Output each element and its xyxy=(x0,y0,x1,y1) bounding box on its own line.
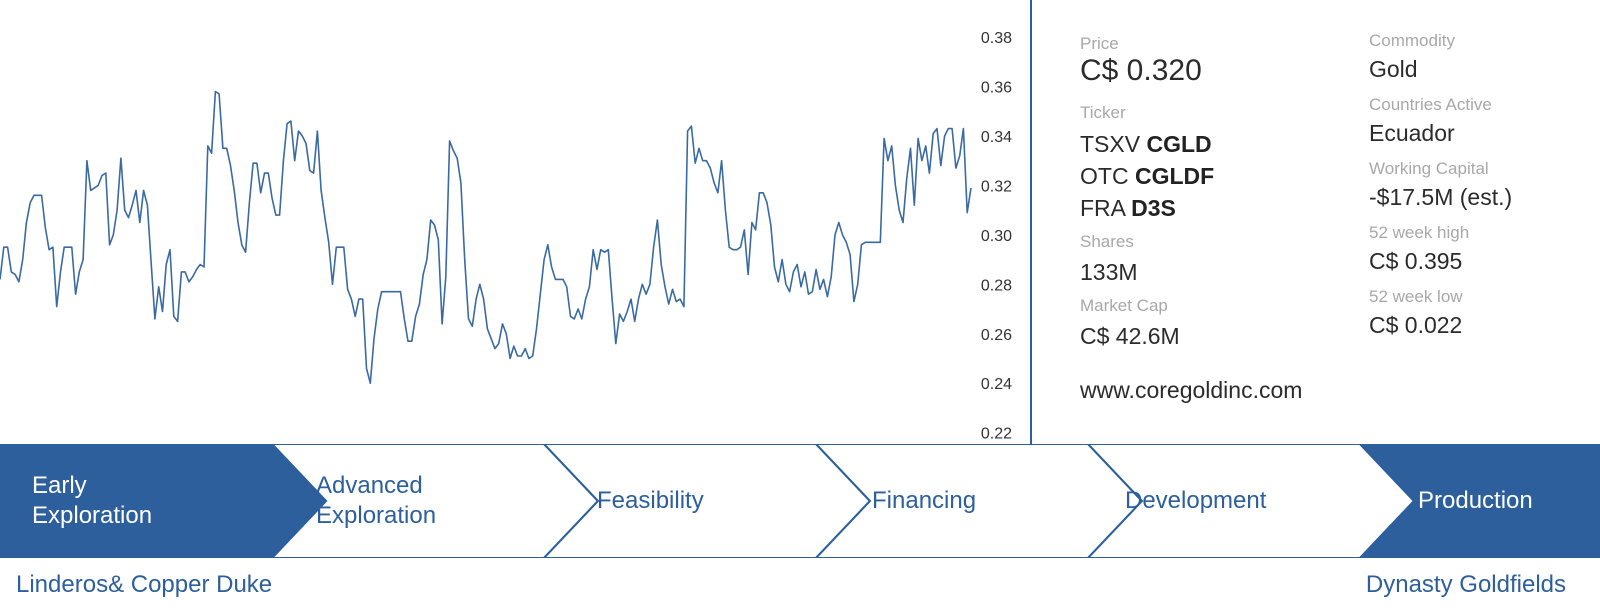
price-chart: 0.38 0.36 0.34 0.32 0.30 0.28 0.26 0.24 0.22 xyxy=(0,0,1030,445)
stage-label-line1: Early xyxy=(32,472,87,499)
countries-label: Countries Active xyxy=(1369,95,1492,114)
ticker-symbol: CGLD xyxy=(1146,131,1212,157)
pipeline-chevron xyxy=(0,444,328,558)
ticker-fra: FRA D3S xyxy=(1080,192,1302,224)
website-link[interactable]: www.coregoldinc.com xyxy=(1080,377,1303,403)
info-column-left: Price C$ 0.320 Ticker TSXV CGLD OTC CGLD… xyxy=(1080,34,1302,404)
stage-feasibility[interactable]: Feasibility xyxy=(597,444,704,558)
working-capital-value: -$17.5M (est.) xyxy=(1369,184,1513,210)
y-tick-label: 0.24 xyxy=(981,376,1012,393)
week-low-value: C$ 0.022 xyxy=(1369,312,1463,338)
price-chart-svg: 0.38 0.36 0.34 0.32 0.30 0.28 0.26 0.24 0.22 xyxy=(0,30,1012,443)
bottom-right-projects: Dynasty Goldfields xyxy=(1365,571,1566,598)
week-high-label: 52 week high xyxy=(1369,223,1470,242)
y-tick-label: 0.32 xyxy=(981,178,1012,195)
vertical-divider xyxy=(1030,0,1032,446)
countries-value: Ecuador xyxy=(1369,120,1455,146)
stage-early-exploration[interactable]: Early Exploration xyxy=(32,444,152,558)
pipeline-chevron xyxy=(542,444,872,558)
ticker-tsxv: TSXV CGLD xyxy=(1080,128,1302,160)
y-tick-label: 0.34 xyxy=(981,129,1012,146)
stage-label-line2: Exploration xyxy=(316,502,437,529)
y-tick-label: 0.26 xyxy=(981,327,1012,344)
commodity-label: Commodity xyxy=(1369,31,1455,50)
market-cap-label: Market Cap xyxy=(1080,296,1168,315)
commodity-value: Gold xyxy=(1369,56,1418,82)
week-high-value: C$ 0.395 xyxy=(1369,248,1463,274)
market-cap-value: C$ 42.6M xyxy=(1080,323,1180,349)
y-tick-label: 0.30 xyxy=(981,228,1012,245)
shares-label: Shares xyxy=(1080,232,1134,251)
ticker-list: TSXV CGLD OTC CGLDF FRA D3S xyxy=(1080,128,1302,224)
stage-advanced-exploration[interactable]: Advanced Exploration xyxy=(316,444,436,558)
pipeline-chevron xyxy=(1358,444,1600,558)
shares-value: 133M xyxy=(1080,259,1138,285)
ticker-label: Ticker xyxy=(1080,103,1126,122)
stage-label: Development xyxy=(1125,487,1267,514)
stage-label: Financing xyxy=(872,487,977,514)
stage-label-line2: Exploration xyxy=(32,502,153,529)
stage-development[interactable]: Development xyxy=(1125,444,1266,558)
y-tick-label: 0.38 xyxy=(981,30,1012,47)
stage-label: Feasibility xyxy=(597,487,704,514)
y-tick-label: 0.28 xyxy=(981,277,1012,294)
info-column-right: Commodity Gold Countries Active Ecuador … xyxy=(1369,31,1512,339)
pipeline-chevron xyxy=(814,444,1144,558)
price-line xyxy=(0,90,972,384)
ticker-exchange: TSXV xyxy=(1080,131,1141,157)
bottom-left-projects: Linderos& Copper Duke xyxy=(16,571,273,598)
stage-label: Production xyxy=(1418,487,1533,514)
stage-production[interactable]: Production xyxy=(1418,444,1533,558)
price-value: C$ 0.320 xyxy=(1080,54,1202,87)
ticker-exchange: OTC xyxy=(1080,163,1129,189)
pipeline-chevron xyxy=(1086,444,1416,558)
pipeline-shapes xyxy=(0,444,1600,558)
week-low-label: 52 week low xyxy=(1369,287,1463,306)
project-pipeline: Early Exploration Advanced Exploration Fea… xyxy=(0,444,1600,558)
working-capital-label: Working Capital xyxy=(1369,159,1489,178)
stage-label-line1: Advanced xyxy=(316,472,423,499)
y-tick-label: 0.36 xyxy=(981,80,1012,97)
y-tick-label: 0.22 xyxy=(981,426,1012,443)
stage-financing[interactable]: Financing xyxy=(872,444,976,558)
price-label: Price xyxy=(1080,34,1119,53)
ticker-exchange: FRA xyxy=(1080,195,1125,221)
ticker-otc: OTC CGLDF xyxy=(1080,160,1302,192)
ticker-symbol: CGLDF xyxy=(1134,163,1215,189)
ticker-symbol: D3S xyxy=(1131,195,1176,221)
